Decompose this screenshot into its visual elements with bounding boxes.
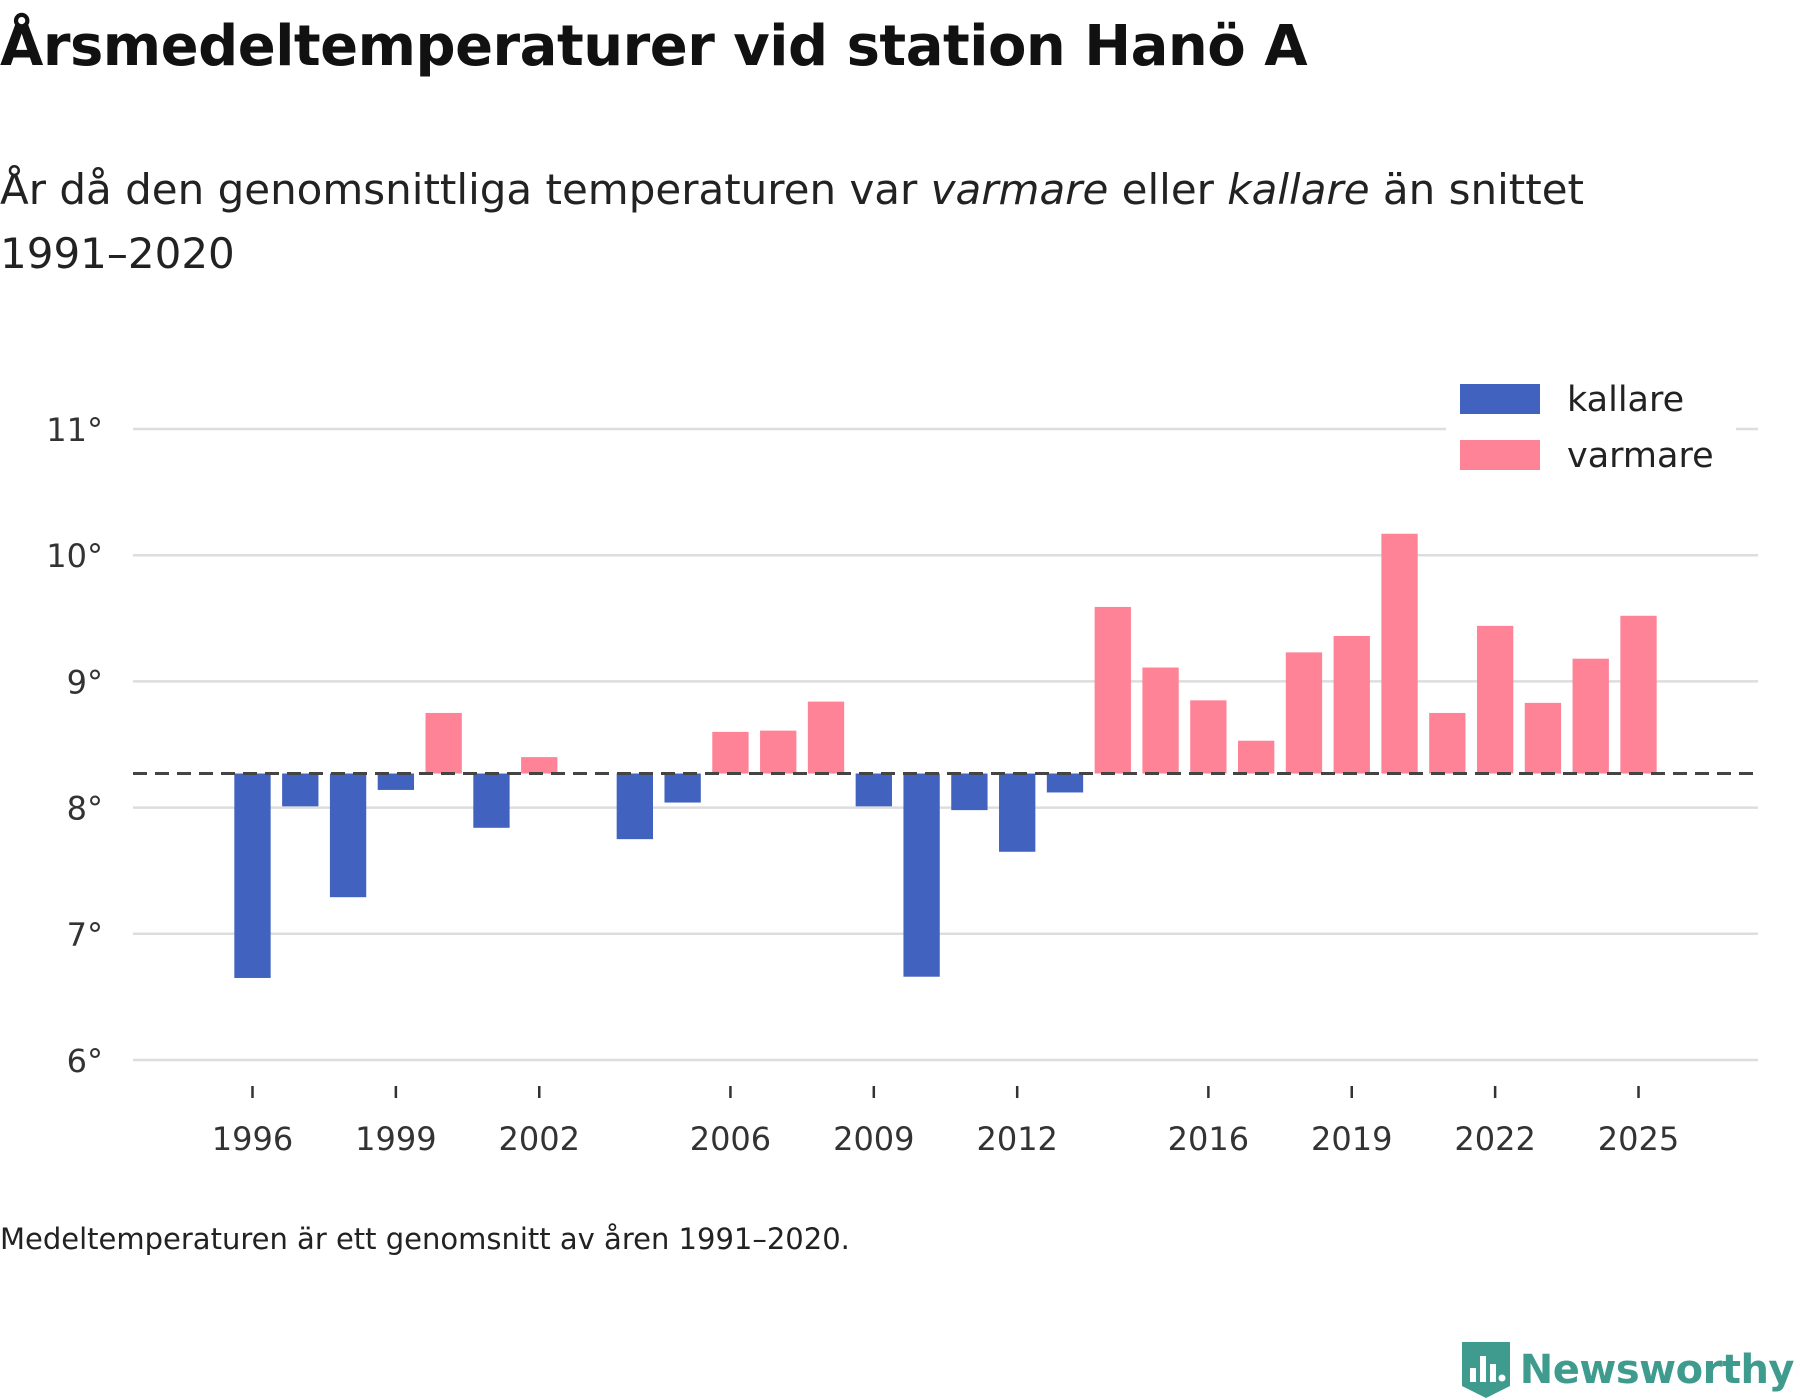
bar-1996: [234, 773, 271, 978]
bar-2014: [1094, 606, 1131, 774]
bar-2010: [903, 773, 940, 977]
x-tick-label-2022: 2022: [1454, 1120, 1535, 1158]
bar-2024: [1572, 658, 1609, 774]
bar-1999: [377, 773, 415, 790]
x-tick-label-2002: 2002: [499, 1120, 580, 1158]
footnote: Medeltemperaturen är ett genomsnitt av å…: [0, 1222, 850, 1256]
bar-chart: 6° 7° 8° 9° 10° 11° 1996 1999 2002 2006 2009 2012 20…: [46, 380, 1758, 1158]
bar-2001: [473, 773, 510, 828]
legend-swatch-varmare: [1460, 440, 1540, 470]
y-tick-label-6: 6°: [67, 1042, 103, 1080]
legend-swatch-kallare: [1460, 384, 1540, 414]
bar-2021: [1429, 712, 1466, 774]
bar-2011: [951, 773, 988, 811]
x-tick-label-2019: 2019: [1311, 1120, 1392, 1158]
bar-2020: [1381, 533, 1418, 774]
subtitle-part-3: än snittet 1991–2020: [0, 165, 1585, 278]
bar-2008: [807, 701, 845, 774]
bar-1998: [329, 773, 367, 898]
bar-2022: [1476, 625, 1514, 774]
bar-2002: [521, 757, 558, 774]
chart-title: Årsmedeltemperaturer vid station Hanö A: [0, 14, 1308, 79]
subtitle-warm-word: varmare: [930, 165, 1109, 214]
bar-2015: [1142, 667, 1179, 774]
bar-2005: [664, 773, 701, 803]
bar-2013: [1046, 773, 1084, 793]
bar-2009: [855, 773, 892, 807]
x-tick-label-2016: 2016: [1168, 1120, 1249, 1158]
subtitle-cold-word: kallare: [1227, 165, 1370, 214]
bar-2007: [760, 730, 797, 774]
x-tick-label-2012: 2012: [976, 1120, 1057, 1158]
x-tick-label-2009: 2009: [833, 1120, 914, 1158]
bar-2018: [1285, 652, 1323, 774]
x-tick-label-2025: 2025: [1598, 1120, 1679, 1158]
brand-name: Newsworthy: [1519, 1347, 1795, 1393]
y-tick-label-11: 11°: [46, 411, 103, 449]
brand: Newsworthy: [1461, 1342, 1795, 1398]
bar-2000: [425, 712, 462, 774]
bar-2004: [616, 773, 653, 840]
legend-label-kallare: kallare: [1567, 380, 1684, 420]
bar-2019: [1333, 635, 1370, 774]
bar-2006: [712, 731, 749, 774]
bar-2016: [1190, 700, 1227, 774]
y-tick-label-10: 10°: [46, 537, 103, 575]
subtitle-part-2: eller: [1108, 165, 1228, 214]
bar-2012: [999, 773, 1036, 852]
bar-2023: [1524, 702, 1562, 774]
bar-2025: [1620, 615, 1657, 774]
x-tick-label-1999: 1999: [355, 1120, 436, 1158]
y-tick-label-7: 7°: [67, 916, 103, 954]
x-tick-label-1996: 1996: [212, 1120, 293, 1158]
chart-subtitle: År då den genomsnittliga temperaturen va…: [0, 158, 1680, 286]
bar-1997: [282, 773, 319, 807]
bar-2017: [1238, 740, 1275, 774]
y-tick-label-9: 9°: [67, 663, 103, 701]
legend-label-varmare: varmare: [1567, 436, 1714, 476]
newsworthy-logo-icon: [1461, 1342, 1510, 1398]
subtitle-part-1: År då den genomsnittliga temperaturen va…: [0, 165, 931, 214]
x-tick-label-2006: 2006: [690, 1120, 771, 1158]
y-tick-label-8: 8°: [67, 790, 103, 828]
